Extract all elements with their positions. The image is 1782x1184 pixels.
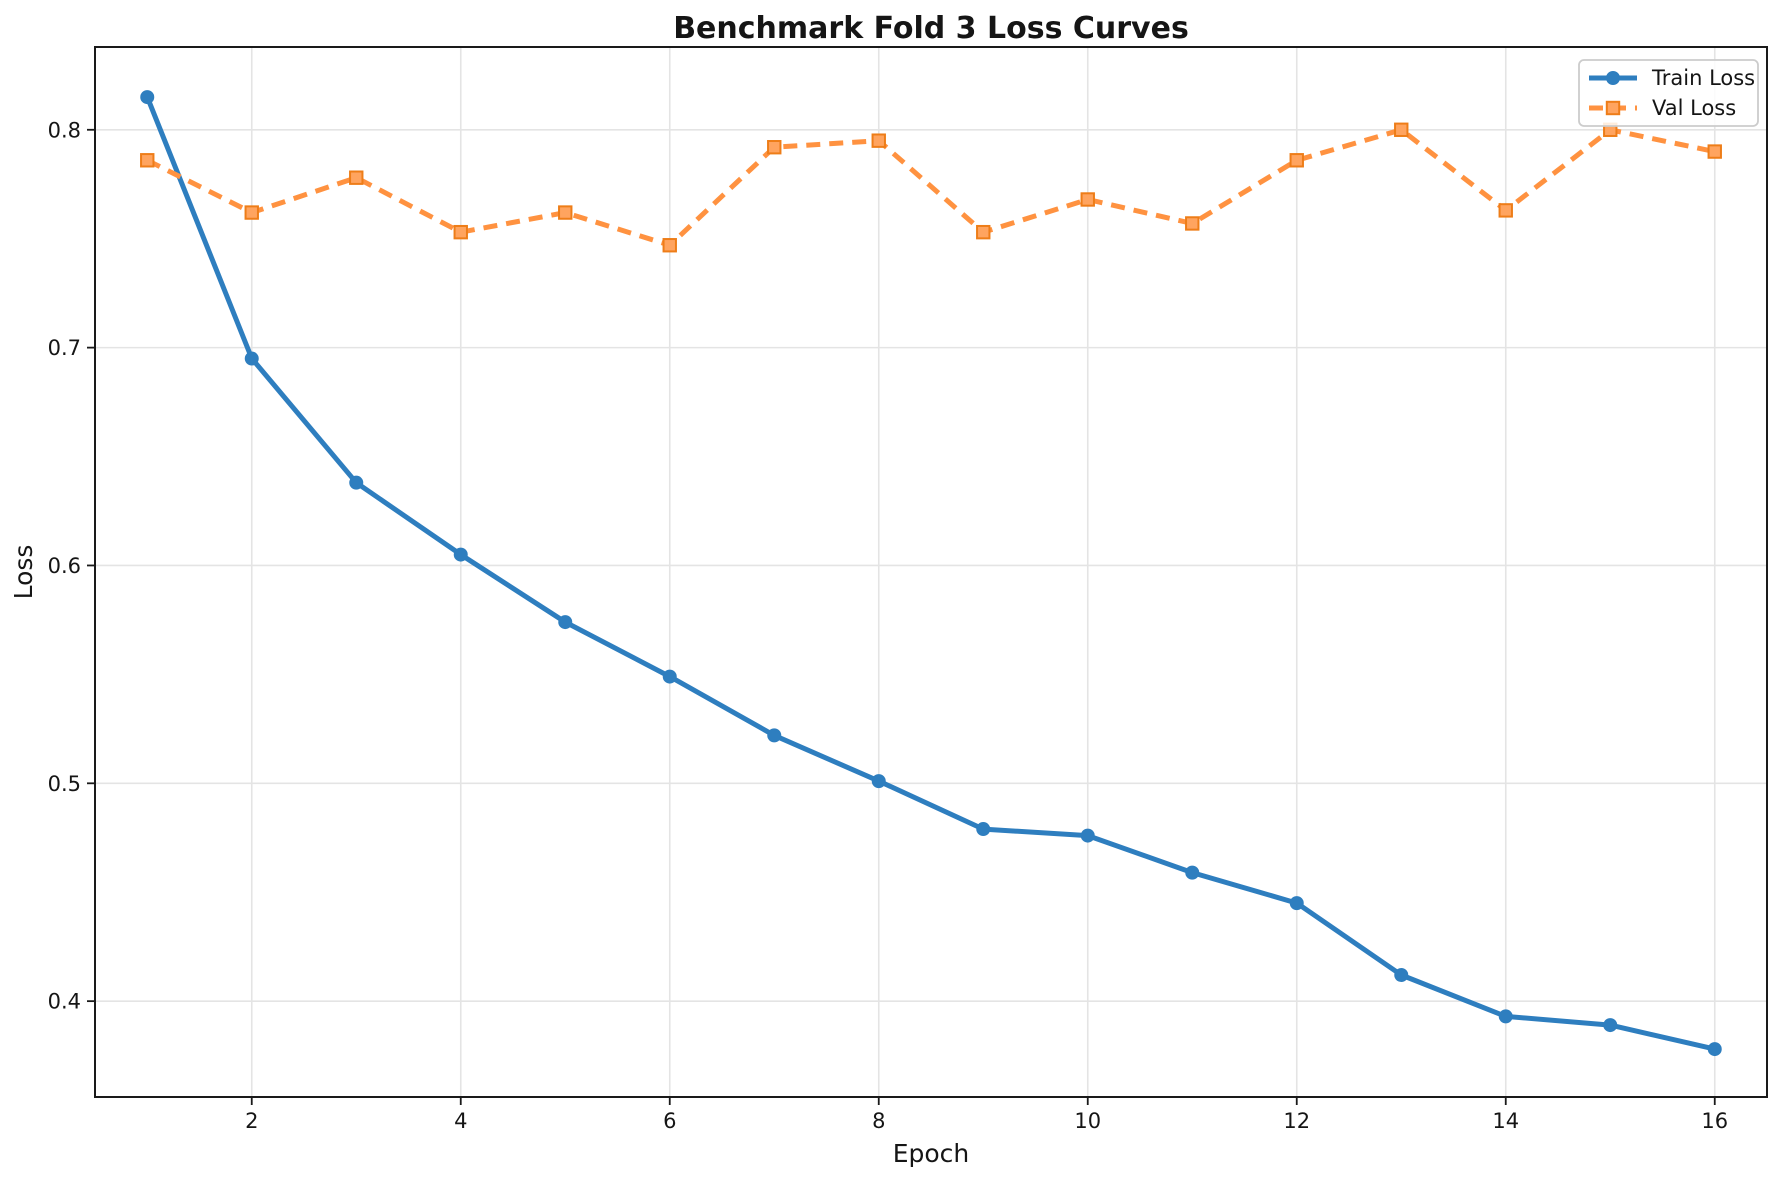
val-loss-marker [976,224,991,240]
train-loss-series [140,90,1722,1057]
val-loss-marker [1394,122,1409,137]
train-loss-legend-label: Train Loss [1651,66,1755,90]
val-loss-marker [140,153,155,168]
val-loss-legend-marker [1605,100,1621,116]
train-loss-marker [1707,1042,1722,1057]
axis-ticks: 2 4 6 8 10 12 14 16 0.4 0.5 0.6 0.7 0.8 [48,118,1729,1133]
train-loss-marker [453,547,468,562]
val-loss-marker [1498,203,1513,218]
val-loss-marker [349,170,364,185]
train-loss-marker [1498,1009,1513,1024]
x-tick-label: 8 [872,1109,885,1133]
train-loss-marker [1603,1018,1618,1033]
legend: Train Loss Val Loss [1578,59,1759,127]
plot-border [94,46,1768,1098]
x-tick-label: 4 [454,1109,467,1133]
val-loss-marker [1707,144,1722,159]
val-loss-legend-label: Val Loss [1652,96,1736,120]
train-loss-marker [140,90,155,105]
val-loss-series [140,122,1722,253]
val-loss-marker [1080,192,1095,207]
y-tick-label: 0.7 [48,336,81,360]
train-loss-marker [244,351,259,366]
x-tick-label: 6 [663,1109,676,1133]
x-tick-label: 16 [1701,1109,1728,1133]
x-axis-label: Epoch [893,1139,970,1168]
train-loss-marker [1289,896,1304,911]
data-series [140,90,1722,1057]
x-tick-label: 14 [1492,1109,1519,1133]
train-loss-marker [767,728,782,743]
y-axis-label: Loss [9,545,38,600]
train-loss-marker [349,475,364,490]
train-loss-marker [662,669,677,684]
y-tick-label: 0.6 [48,554,81,578]
train-loss-marker [976,822,991,837]
val-loss-marker [662,238,677,253]
y-tick-label: 0.8 [48,118,81,142]
val-loss-marker [1185,216,1200,231]
y-tick-label: 0.5 [48,772,81,796]
val-loss-marker [871,133,886,148]
val-loss-line [146,127,1716,248]
val-loss-marker [1289,153,1304,168]
train-loss-marker [1394,968,1409,983]
val-loss-marker [244,205,259,220]
chart-title: Benchmark Fold 3 Loss Curves [673,11,1189,46]
val-loss-marker [767,140,782,155]
x-tick-label: 2 [245,1109,258,1133]
train-loss-marker [558,615,573,630]
gridlines [95,47,1767,1097]
y-tick-label: 0.4 [48,990,81,1014]
train-loss-legend-marker [1606,71,1620,85]
val-loss-marker [453,224,468,240]
train-loss-marker [871,774,886,789]
x-tick-label: 12 [1283,1109,1310,1133]
train-loss-line [144,94,1718,1052]
train-loss-marker [1185,865,1200,880]
x-tick-label: 10 [1074,1109,1101,1133]
val-loss-marker [558,205,573,220]
train-loss-marker [1080,828,1095,843]
